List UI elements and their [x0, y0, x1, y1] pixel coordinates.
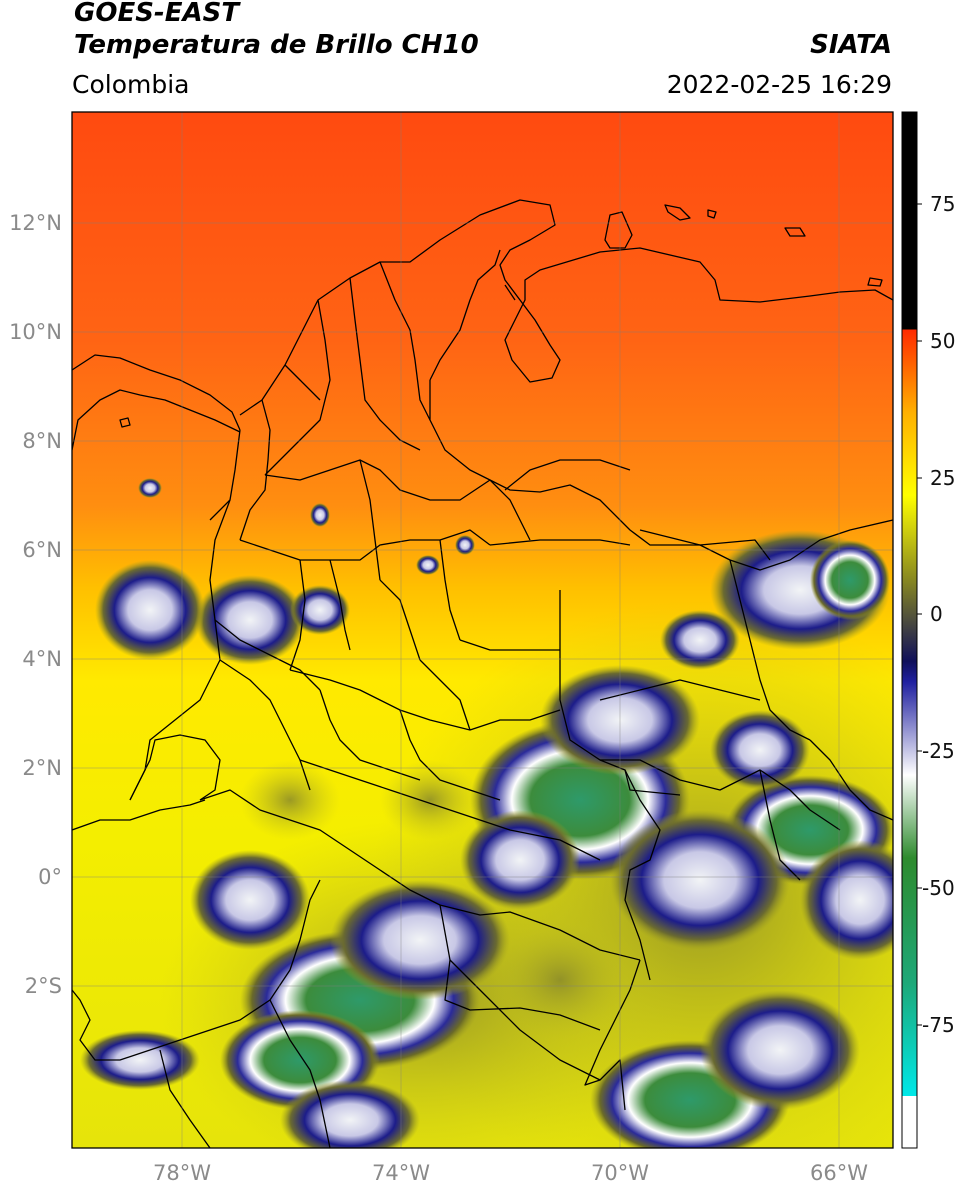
lat-tick-label: 0° [38, 865, 62, 889]
lon-tick-label: 74°W [372, 1161, 430, 1185]
product-title: Temperatura de Brillo CH10 [74, 30, 479, 60]
colorbar-tick-label: -25 [922, 739, 955, 763]
map-frame [71, 111, 894, 1149]
colorbar-tick-label: 75 [930, 192, 955, 216]
borders [72, 199, 893, 1148]
lat-tick-label: 10°N [9, 320, 62, 344]
colorbar-tick-label: 0 [930, 602, 943, 626]
satellite-title: GOES-EAST [74, 0, 240, 28]
lon-tick-label: 70°W [591, 1161, 649, 1185]
timestamp-label: 2022-02-25 16:29 [666, 70, 892, 99]
lat-tick-label: 2°S [25, 974, 62, 998]
lat-tick-label: 12°N [9, 211, 62, 235]
lon-tick-label: 78°W [153, 1161, 211, 1185]
lat-axis: 12°N 10°N 8°N 6°N 4°N 2°N 0° 2°S [9, 211, 62, 998]
colorbar-tick-label: 50 [930, 329, 955, 353]
gridlines [72, 112, 893, 1148]
colorbar: 75 50 25 0 -25 -50 -75 [901, 111, 955, 1149]
brightness-temperature-field [72, 112, 893, 1148]
lat-tick-label: 2°N [22, 756, 62, 780]
colorbar-tick-label: 25 [930, 466, 955, 490]
colorbar-tick-label: -75 [922, 1013, 955, 1037]
region-label: Colombia [72, 70, 190, 99]
lon-axis: 78°W 74°W 70°W 66°W [153, 1161, 868, 1185]
brand-label: SIATA [810, 30, 892, 60]
lon-tick-label: 66°W [810, 1161, 868, 1185]
colorbar-tick-label: -50 [922, 876, 955, 900]
lat-tick-label: 6°N [22, 538, 62, 562]
lat-tick-label: 4°N [22, 647, 62, 671]
lat-tick-label: 8°N [22, 429, 62, 453]
